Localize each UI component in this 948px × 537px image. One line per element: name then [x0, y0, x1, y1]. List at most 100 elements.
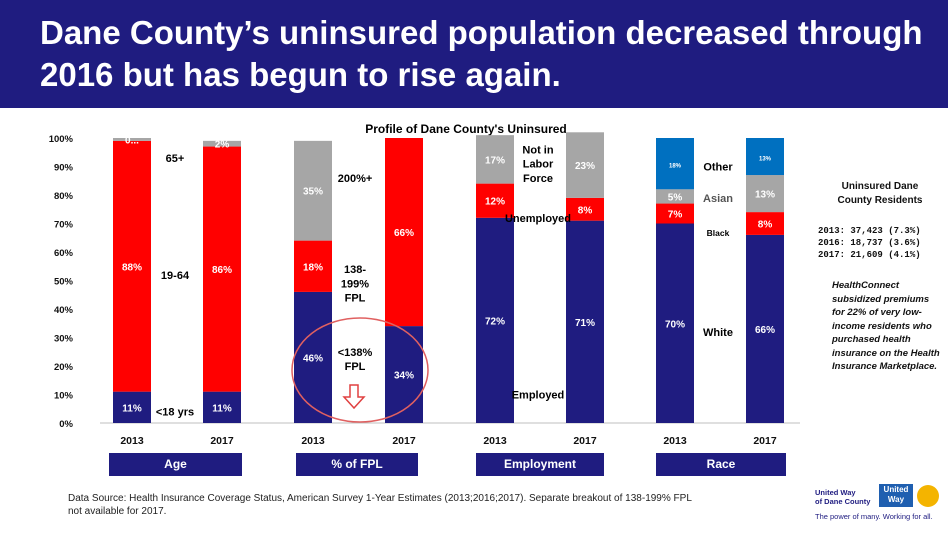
segment-category-label: Not in [522, 144, 553, 156]
bar-value-label: 72% [485, 316, 505, 327]
category-label-fpl: % of FPL [296, 453, 418, 476]
bar-segment [476, 135, 514, 184]
bar-value-label: 35% [303, 187, 323, 198]
segment-category-label: Employed [512, 390, 565, 402]
bar-value-label: 18% [303, 262, 323, 273]
bar-value-label: 71% [575, 318, 595, 329]
data-source-line-1: Data Source: Health Insurance Coverage S… [68, 493, 692, 504]
y-tick-label: 80% [54, 191, 74, 202]
segment-category-label: Labor [523, 159, 554, 171]
bar-segment [203, 146, 241, 392]
bar-segment [385, 138, 423, 327]
bar-value-label: 7% [668, 210, 683, 221]
data-source-note: Data Source: Health Insurance Coverage S… [68, 492, 803, 518]
sidebar-heading: Uninsured Dane County Residents [820, 180, 940, 208]
y-tick-label: 20% [54, 362, 74, 373]
down-arrow-icon [342, 384, 366, 410]
bar-segment [746, 212, 784, 235]
y-tick-label: 70% [54, 220, 74, 231]
bar-value-label: 13% [759, 157, 772, 163]
bar-segment [113, 140, 151, 392]
bar-segment [746, 138, 784, 176]
bar-value-label: 18% [669, 164, 682, 170]
segment-category-label: 19-64 [161, 270, 190, 282]
bar-segment [203, 391, 241, 423]
segment-category-label: <138% [338, 347, 373, 359]
title-banner: Dane County’s uninsured population decre… [0, 0, 948, 108]
bar-segment [203, 140, 241, 147]
bar-value-label: 11% [212, 403, 232, 414]
segment-category-label: Black [707, 228, 730, 238]
bar-segment [566, 220, 604, 423]
segment-category-label: 200%+ [338, 173, 373, 185]
segment-category-label: 199% [341, 278, 369, 290]
bar-value-label: 46% [303, 353, 323, 364]
bar-segment [294, 240, 332, 292]
bar-value-label: 0... [125, 135, 139, 146]
x-tick-label: 2017 [392, 435, 416, 447]
segment-category-label: Other [703, 162, 733, 174]
logo-badge-line-2: Way [887, 495, 905, 504]
bar-segment [476, 183, 514, 218]
bar-value-label: 8% [578, 205, 593, 216]
segment-category-label: White [703, 327, 733, 339]
page-title-line-2: 2016 but has begun to rise again. [40, 56, 561, 93]
bar-value-label: 12% [485, 197, 505, 208]
sidebar-stats: 2013: 37,423 (7.3%) 2016: 18,737 (3.6%) … [818, 225, 921, 261]
segment-category-label: Asian [703, 193, 733, 205]
sidebar-heading-line-1: Uninsured Dane [841, 181, 919, 192]
sidebar-stat-2013: 2013: 37,423 (7.3%) [818, 226, 921, 236]
bar-segment [746, 175, 784, 213]
segment-category-label: 138- [344, 264, 366, 276]
bar-segment [656, 223, 694, 423]
annotation-circle [291, 317, 429, 423]
y-tick-label: 50% [54, 277, 74, 288]
y-tick-label: 90% [54, 163, 74, 174]
bar-segment [656, 138, 694, 190]
bar-value-label: 8% [758, 220, 773, 231]
bar-value-label: 70% [665, 319, 685, 330]
logo-org-line-1: United Way [815, 488, 856, 497]
page-title-line-1: Dane County’s uninsured population decre… [40, 14, 923, 51]
logo-org-name: United Way of Dane County [815, 488, 870, 506]
y-tick-label: 60% [54, 248, 74, 259]
sidebar-stat-2016: 2016: 18,737 (3.6%) [818, 238, 921, 248]
bar-segment [294, 291, 332, 423]
sidebar-note: HealthConnect subsidized premiums for 22… [832, 280, 940, 372]
bar-segment [113, 138, 151, 141]
y-tick-label: 100% [49, 134, 74, 145]
bar-value-label: 34% [394, 371, 414, 382]
y-tick-label: 0% [59, 419, 73, 430]
bar-segment [746, 234, 784, 423]
bar-value-label: 86% [212, 265, 232, 276]
segment-category-label: Unemployed [505, 213, 571, 225]
y-tick-label: 30% [54, 334, 74, 345]
bar-segment [476, 217, 514, 423]
bar-segment [566, 197, 604, 221]
category-label-employment: Employment [476, 453, 604, 476]
logo-badge: United Way [879, 484, 913, 507]
segment-category-label: <18 yrs [156, 407, 194, 419]
bar-value-label: 11% [122, 403, 142, 414]
sidebar-heading-line-2: County Residents [837, 195, 923, 206]
y-tick-label: 40% [54, 305, 74, 316]
bar-segment [294, 140, 332, 241]
x-tick-label: 2017 [753, 435, 777, 447]
category-label-age: Age [109, 453, 242, 476]
logo-tagline: The power of many. Working for all. [815, 512, 933, 521]
stacked-bar-chart: Profile of Dane County's Uninsured 0% 10% 2… [49, 122, 800, 447]
sidebar-stat-2017: 2017: 21,609 (4.1%) [818, 250, 921, 260]
bar-value-label: 66% [755, 325, 775, 336]
bar-segment [656, 203, 694, 224]
chart-title: Profile of Dane County's Uninsured [365, 122, 567, 136]
bar-segment [113, 391, 151, 423]
bar-value-label: 23% [575, 161, 595, 172]
bar-value-label: 5% [668, 192, 683, 203]
bar-value-label: 88% [122, 262, 142, 273]
bar-value-label: 2% [215, 140, 230, 151]
x-tick-label: 2013 [483, 435, 507, 447]
segment-category-label: Force [523, 173, 553, 185]
united-way-logo: United Way of Dane County United Way The… [815, 484, 945, 526]
x-tick-label: 2013 [120, 435, 144, 447]
x-tick-label: 2017 [210, 435, 234, 447]
